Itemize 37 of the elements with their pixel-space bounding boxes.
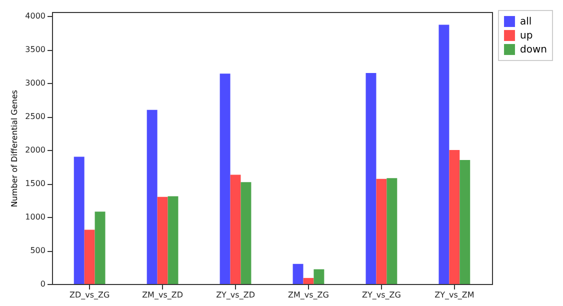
y-tick-label: 3000 xyxy=(25,78,46,88)
legend-label: all xyxy=(520,16,532,28)
x-tick-label: ZD_vs_ZG xyxy=(69,290,110,300)
bar xyxy=(366,72,376,284)
bar xyxy=(376,178,387,284)
y-tick-label: 3500 xyxy=(25,45,46,54)
y-tick-label: 4000 xyxy=(25,12,46,21)
bar xyxy=(157,196,168,284)
y-tick-label: 500 xyxy=(30,246,46,255)
bar xyxy=(303,278,314,284)
bar xyxy=(146,110,158,284)
y-tick-label: 2000 xyxy=(25,146,46,155)
bar xyxy=(386,178,398,284)
legend-label: up xyxy=(520,30,533,42)
bar xyxy=(230,174,241,284)
x-tick-label: ZY_vs_ZD xyxy=(216,290,255,300)
y-tick-label: 1500 xyxy=(25,179,46,188)
y-tick-label: 2500 xyxy=(25,112,46,122)
x-tick-label: ZY_vs_ZG xyxy=(362,290,401,300)
y-tick-label: 1000 xyxy=(25,212,46,222)
bar xyxy=(240,182,252,284)
bar xyxy=(460,160,470,284)
bar xyxy=(220,74,230,284)
bar xyxy=(314,269,324,284)
bar xyxy=(84,230,95,284)
y-tick-label: 0 xyxy=(40,280,46,288)
bar xyxy=(74,156,84,284)
bar xyxy=(449,150,460,284)
bar xyxy=(292,264,304,284)
x-tick-label: ZM_vs_ZG xyxy=(288,290,329,300)
legend-label: down xyxy=(520,44,547,56)
x-tick-label: ZM_vs_ZD xyxy=(142,290,184,300)
bar xyxy=(438,24,450,284)
bar xyxy=(168,196,178,284)
x-tick-label: ZY_vs_ZM xyxy=(434,290,474,300)
y-axis-title: Number of Differential Genes xyxy=(10,90,20,208)
bar xyxy=(94,212,106,284)
